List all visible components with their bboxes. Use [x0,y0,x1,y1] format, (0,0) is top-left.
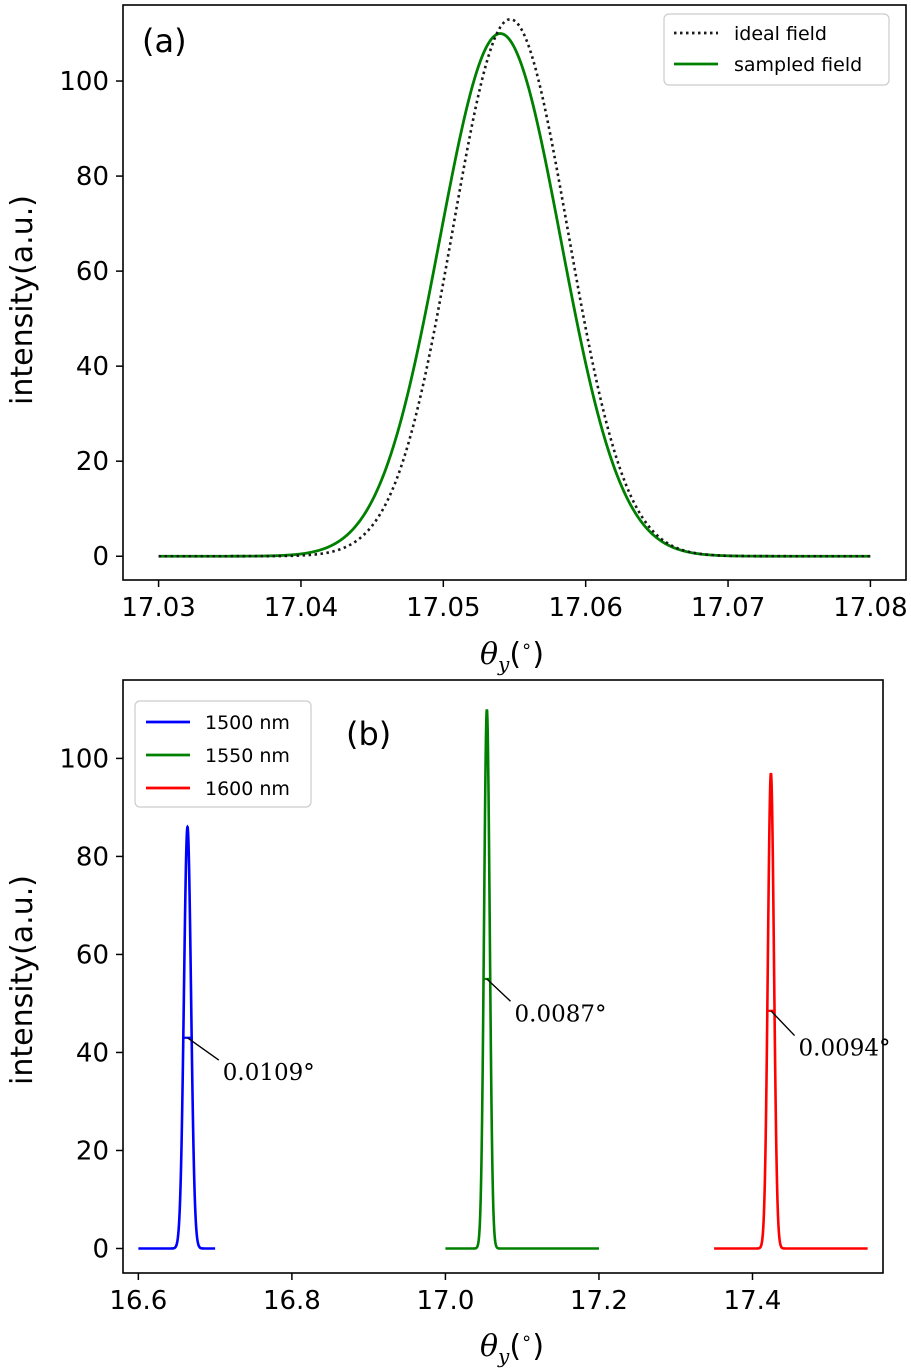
panel-a-curves [158,17,871,558]
panel-b: 16.6 16.8 17.0 17.2 17.4 0 20 40 60 80 100 0.0109°… [5,679,891,1368]
panel-a-x-tick-label: 17.03 [121,593,195,623]
panel-a-x-tick-label: 17.07 [691,593,765,623]
panel-b-y-tick-label: 20 [76,1136,109,1166]
legend-1550nm-text: 1550 nm [205,745,290,767]
fwhm-annotation: 0.0094° [799,1036,891,1062]
panel-a-frame [122,4,907,581]
series-1500-nm [138,824,216,1250]
panel-b-x-tick-label: 16.8 [263,1286,321,1316]
panel-b-x-tick-label: 17.0 [416,1286,474,1316]
panel-a-y-axis-label: intensity(a.u.) [5,195,40,405]
panel-b-legend: 1500 nm 1550 nm 1600 nm [134,700,312,808]
legend-sampled-field-text: sampled field [734,54,862,76]
panel-a-x-tick-label: 17.08 [833,593,907,623]
panel-b-label: (b) [346,715,391,753]
legend-ideal-field-text: ideal field [734,23,827,45]
panel-a: 17.03 17.04 17.05 17.06 17.07 17.08 0 20 40 60 80 1… [5,4,908,676]
series-sampled-field [158,32,871,558]
annotation-leader [486,978,511,1002]
panel-b-ticks: 16.6 16.8 17.0 17.2 17.4 0 20 40 60 80 100 [59,744,781,1316]
legend-1600nm-text: 1600 nm [205,778,290,800]
legend-a-box [663,13,890,86]
panel-b-y-axis-label: intensity(a.u.) [5,875,40,1085]
panel-a-ticks: 17.03 17.04 17.05 17.06 17.07 17.08 0 20 40 60 80 1… [59,67,907,623]
series-ideal-field [158,17,871,558]
panel-b-x-axis-label: θy(∘) [480,1328,544,1368]
panel-a-legend: ideal field sampled field [663,13,890,86]
panel-b-x-tick-label: 16.6 [109,1286,167,1316]
panel-a-y-tick-label: 80 [76,162,109,192]
panel-a-label: (a) [142,22,187,60]
panel-a-y-tick-label: 0 [92,542,109,572]
panel-b-x-tick-label: 17.2 [570,1286,628,1316]
panel-b-frame [122,679,884,1274]
series-1550-nm [445,709,599,1250]
panel-b-y-tick-label: 80 [76,842,109,872]
panel-b-x-tick-label: 17.4 [724,1286,782,1316]
panel-a-x-tick-label: 17.05 [406,593,480,623]
panel-a-y-tick-label: 100 [59,67,109,97]
panel-b-y-tick-label: 60 [76,940,109,970]
panel-b-curves [138,709,868,1250]
panel-a-x-tick-label: 17.04 [264,593,338,623]
panel-a-y-tick-label: 60 [76,257,109,287]
fwhm-annotation: 0.0109° [223,1060,315,1086]
panel-b-y-tick-label: 100 [59,744,109,774]
panel-b-y-tick-label: 0 [92,1234,109,1264]
fwhm-annotation: 0.0087° [515,1001,607,1027]
panel-a-x-axis-label: θy(∘) [480,636,544,676]
legend-b-box [134,700,312,808]
annotation-leader [187,1037,220,1061]
series-1600-nm [714,772,868,1250]
panel-a-y-tick-label: 40 [76,352,109,382]
panel-b-annotations: 0.0109° 0.0087° 0.0094° [187,978,891,1086]
panel-b-y-tick-label: 40 [76,1038,109,1068]
legend-1500nm-text: 1500 nm [205,712,290,734]
panel-a-x-tick-label: 17.06 [548,593,622,623]
annotation-leader [770,1010,796,1037]
panel-a-y-tick-label: 20 [76,447,109,477]
